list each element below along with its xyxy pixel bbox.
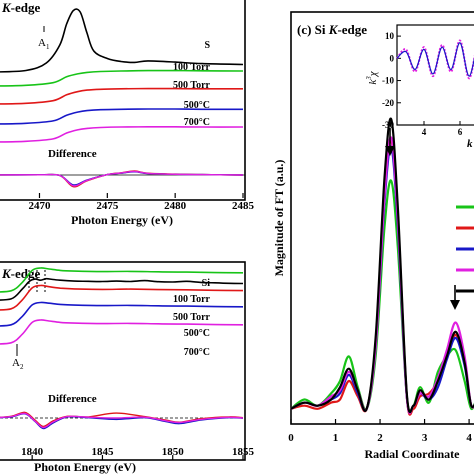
panel-b-series — [0, 267, 244, 345]
panel-a-x-tick-label-0: 2470 — [28, 200, 51, 212]
panel-c-series-line-2 — [290, 145, 474, 414]
panel-a-series — [0, 8, 244, 143]
panel-b-series-line-4 — [0, 319, 244, 345]
panel-a-series-line-2 — [0, 87, 244, 105]
panel-c-y-axis-label: Magnitude of FT (a.u.) — [272, 160, 286, 277]
inset-y-axis-label: k3χ — [365, 70, 379, 84]
panel-c-title: (c) Si K-edge — [297, 22, 367, 37]
panel-b-peak-label: A2 — [12, 357, 24, 371]
panel-b-series-line-1 — [0, 267, 244, 293]
panel-a-title-italic: K — [1, 0, 12, 15]
inset-x-tick-label-1: 6 — [458, 127, 463, 137]
panel-c-x-ticks: 0 1 2 3 4 — [288, 419, 472, 444]
panel-b-legend-label-0: Si — [202, 278, 211, 289]
panel-b-difference-line-3 — [0, 412, 244, 429]
inset-y-tick-label-2: -10 — [382, 76, 394, 86]
panel-b-legend-label-3: 500°C — [184, 328, 210, 339]
inset-frame — [396, 24, 474, 126]
panel-a-legend-label-2: 500 Torr — [173, 80, 211, 91]
inset-y-tick-label-4: -30 — [382, 120, 394, 130]
panel-c-series-line-1 — [290, 139, 474, 416]
panel-c-x-axis-label: Radial Coordinate — [364, 447, 460, 461]
panel-a: K-edge A1 S 100 Torr 500 Torr 500°C 700°C Di… — [0, 0, 255, 227]
panel-c-x-tick-label-3: 3 — [422, 432, 428, 444]
panel-b-x-tick-label-2: 1850 — [162, 446, 185, 458]
panel-b-x-tick-label-0: 1840 — [21, 446, 44, 458]
panel-a-legend-label-4: 700°C — [184, 117, 210, 128]
panel-a-x-tick-label-1: 2475 — [96, 200, 119, 212]
panel-b-legend-label-2: 500 Torr — [173, 312, 211, 323]
panel-b-series-line-2 — [0, 284, 244, 311]
panel-a-difference-line-2 — [0, 171, 244, 186]
panel-b-x-tick-label-3: 1855 — [232, 446, 255, 458]
panel-b-legend: Si 100 Torr 500 Torr 500°C 700°C — [173, 278, 211, 358]
panel-a-series-line-4 — [0, 125, 244, 143]
panel-c-frame — [290, 11, 474, 425]
panel-a-legend: S 100 Torr 500 Torr 500°C 700°C — [173, 40, 211, 128]
panel-a-legend-label-3: 500°C — [184, 100, 210, 111]
panel-b-difference-line-0 — [0, 412, 244, 429]
panel-a-series-line-3 — [0, 108, 243, 125]
inset-y-tick-label-0: 10 — [385, 31, 395, 41]
panel-b-frame — [0, 261, 246, 461]
inset-x-axis-label: k — [467, 138, 473, 150]
panel-c-legend — [456, 205, 474, 293]
panel-a-difference-series — [0, 170, 244, 188]
panel-c-x-tick-label-4: 4 — [466, 432, 472, 444]
panel-c: (c) Si K-edge Magnitude of FT (a.u.) 0 1 2… — [272, 11, 474, 461]
panel-b-difference-label: Difference — [48, 393, 97, 405]
panel-c-title-italic: K — [328, 22, 339, 37]
inset-y-ticks: 10 0 -10 -20 -30 — [382, 31, 401, 130]
panel-c-series — [290, 117, 474, 416]
panel-a-difference-line-3 — [0, 170, 244, 187]
panel-a-legend-label-0: S — [204, 40, 210, 51]
panel-c-title-prefix: (c) Si — [297, 22, 329, 37]
panel-a-frame — [0, 0, 246, 201]
inset-series-line-1 — [396, 42, 474, 77]
panel-a-x-ticks: 2470 2475 2480 2485 — [28, 193, 255, 212]
panel-b-legend-label-4: 700°C — [184, 347, 210, 358]
inset-y-tick-label-3: -20 — [382, 98, 394, 108]
panel-a-title-rest: -edge — [11, 0, 41, 15]
panel-a-title: K-edge — [1, 0, 41, 15]
panel-c-series-line-4 — [290, 117, 474, 414]
panel-a-x-axis-label: Photon Energy (eV) — [71, 213, 173, 227]
panel-c-series-line-3 — [290, 136, 474, 415]
panel-b-x-tick-label-1: 1845 — [91, 446, 114, 458]
panel-b-series-line-3 — [0, 301, 244, 327]
panel-c-arrows — [385, 128, 460, 310]
panel-b-difference-series — [0, 411, 244, 430]
panel-b-series-line-0 — [0, 277, 244, 301]
panel-c-x-tick-label-2: 2 — [377, 432, 383, 444]
panel-a-difference-label: Difference — [48, 148, 97, 160]
panel-a-x-tick-label-2: 2480 — [164, 200, 187, 212]
panel-a-x-tick-label-3: 2485 — [232, 200, 255, 212]
panel-c-x-tick-label-0: 0 — [288, 432, 294, 444]
panel-a-legend-label-1: 100 Torr — [173, 62, 211, 73]
inset-series — [396, 39, 474, 80]
panel-b-title-italic: K — [1, 266, 12, 281]
panel-c-x-tick-label-1: 1 — [333, 432, 339, 444]
panel-b-x-axis-label: Photon Energy (eV) — [34, 460, 136, 474]
inset-y-tick-label-1: 0 — [390, 53, 395, 63]
panel-a-series-line-1 — [0, 69, 244, 87]
inset-x-tick-label-0: 4 — [422, 127, 427, 137]
panel-a-peak-label: A1 — [38, 37, 50, 51]
panel-a-series-line-0 — [0, 8, 244, 73]
panel-b-x-ticks: 1840 1845 1850 1855 — [21, 446, 255, 460]
panel-b-legend-label-1: 100 Torr — [173, 294, 211, 305]
panel-c-title-rest: -edge — [337, 22, 367, 37]
